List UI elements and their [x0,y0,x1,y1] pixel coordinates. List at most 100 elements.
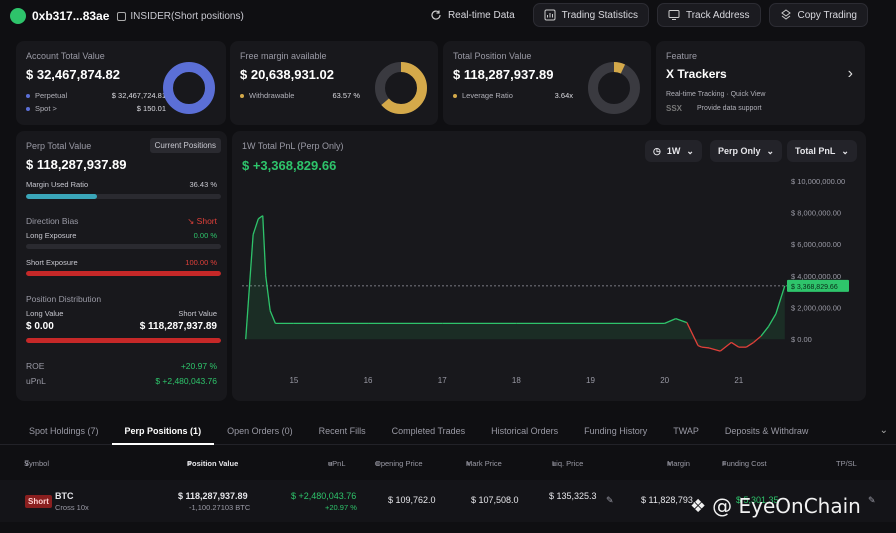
upnl-percent: +20.97 % [325,503,357,512]
copy-trading-button[interactable]: Copy Trading [768,3,868,27]
tab-twap[interactable]: TWAP [673,425,699,436]
pnl-line-segment [265,275,271,311]
trading-statistics-button[interactable]: Trading Statistics [532,3,649,27]
chevron-down-icon: ⌄ [766,145,775,156]
col-mark-price-label: Mark Price [466,459,502,468]
direction-bias-label: Direction Bias [26,216,79,226]
pnl-line-segment [701,346,710,349]
positions-table-header: Symbol ⊽ Position Value ≡ uPnL ≡ Opening… [0,452,896,474]
refresh-icon [431,10,441,20]
pnl-line-segment [252,218,259,235]
pnl-line-segment [664,318,677,324]
account-total-card: Account Total Value $ 32,467,874.82 Perp… [16,41,226,125]
feature-card[interactable]: Feature X Trackers Real-time Tracking · … [656,41,865,125]
metric-select-value: Total PnL [795,146,836,156]
realtime-data-button[interactable]: Real-time Data [420,3,525,27]
sort-icon: ≡ [722,459,727,468]
tabs-expand-chevron-icon[interactable]: ⌄ [879,425,888,436]
long-exposure-label: Long Exposure [26,231,77,240]
pnl-line-segment [760,326,769,337]
current-positions-button[interactable]: Current Positions [149,138,221,153]
track-address-button[interactable]: Track Address [656,3,761,27]
table-row[interactable]: Short BTC Cross 10x $ 118,287,937.89 -1,… [0,480,896,522]
tab-funding-history[interactable]: Funding History [584,425,648,436]
pnl-line-segment [775,285,786,315]
scope-select[interactable]: Perp Only ⌄ [710,140,783,162]
col-tpsl: TP/SL [836,459,857,468]
tab-completed-trades[interactable]: Completed Trades [391,425,466,436]
position-value: $ 118,287,937.89 [178,491,248,501]
pnl-line-segment [731,341,740,348]
short-exposure-value: 100.00 % [185,258,217,267]
pnl-line-segment [686,322,699,346]
margin-used-bar [26,194,221,199]
roe-value: +20.97 % [180,361,217,371]
direction-bias-text: Short [196,216,217,226]
pnl-value: $ +3,368,829.66 [242,158,337,173]
short-value-amount: $ 118,287,937.89 [139,321,217,332]
pnl-line-segment [675,318,688,324]
side-badge: Short [25,495,52,508]
wallet-address[interactable]: 0xb317...83ae [32,9,110,23]
chevron-down-icon: ⌄ [686,145,694,156]
spot-value: $ 150.01 [136,104,166,113]
mark-price: $ 107,508.0 [471,495,519,505]
tab-deposits-withdraw[interactable]: Deposits & Withdraw [724,425,809,436]
tab-historical-orders[interactable]: Historical Orders [491,425,559,436]
metric-select[interactable]: Total PnL ⌄ [787,140,857,162]
wallet-tag: INSIDER(Short positions) [130,10,244,22]
period-select-value: 1W [666,146,681,156]
free-margin-arc [375,62,427,114]
free-margin-value: $ 20,638,931.02 [240,67,334,82]
trading-statistics-label: Trading Statistics [561,9,638,21]
spot-row[interactable]: Spot > [26,104,57,113]
leverage-value: 3.64x [554,91,573,100]
funding-cost: $ 5,301.35 [736,495,779,505]
scope-select-value: Perp Only [718,146,761,156]
x-tick-label: 20 [660,376,669,385]
copy-trading-icon [780,9,791,20]
withdrawable-row: Withdrawable [240,91,294,100]
long-exposure-value: 0.00 % [193,231,217,240]
perpetual-value: $ 32,467,724.81 [111,91,166,100]
y-tick-label: $ 4,000,000.00 [791,272,841,281]
spot-label: Spot > [35,104,57,113]
copy-icon[interactable] [117,11,127,21]
current-value-tag-label: $ 3,368,829.66 [791,284,838,291]
upnl-amount: $ +2,480,043.76 [291,491,357,501]
leverage-dot [453,93,457,98]
tpsl-edit-icon[interactable]: ✎ [868,495,876,505]
period-select[interactable]: ◷ 1W ⌄ [645,140,702,162]
watermark-text: @ EyeOnChain [712,494,861,518]
pnl-area [245,215,785,352]
account-total-label: Account Total Value [26,51,105,61]
tab-open-orders[interactable]: Open Orders (0) [227,425,293,436]
long-value-amount: $ 0.00 [26,321,54,332]
short-value-label: Short Value [178,309,217,318]
col-opening-price-label: Opening Price [375,459,423,468]
pnl-line-segment [269,310,276,324]
short-exposure-label: Short Exposure [26,258,78,267]
perp-total-value: $ 118,287,937.89 [26,157,127,172]
total-position-card: Total Position Value $ 118,287,937.89 Le… [443,41,651,125]
pnl-line-segment [767,313,777,327]
withdrawable-value: 63.57 % [332,91,360,100]
position-donut [588,62,640,114]
spot-dot [26,106,30,111]
feature-subtitle: Real-time Tracking · Quick View [666,91,766,98]
tab-recent-fills[interactable]: Recent Fills [318,425,366,436]
monitor-icon [668,10,680,20]
tab-spot-holdings[interactable]: Spot Holdings (7) [29,425,99,436]
edit-icon[interactable]: ✎ [606,495,614,505]
perpetual-dot [26,93,30,98]
tab-perp-positions[interactable]: Perp Positions (1) [111,419,215,445]
pnl-line-segment [745,341,754,348]
short-exposure-fill [26,271,221,276]
withdrawable-label: Withdrawable [249,91,295,100]
sort-icon: ≡ [328,459,333,468]
feature-brand-logo: SSX [666,104,683,113]
pnl-label: 1W Total PnL (Perp Only) [242,141,344,151]
account-total-value: $ 32,467,874.82 [26,67,120,82]
perpetual-label: Perpetual [35,91,68,100]
pnl-chart: $ 10,000,000.00 $ 8,000,000.00 $ 6,000,000… [242,177,849,385]
